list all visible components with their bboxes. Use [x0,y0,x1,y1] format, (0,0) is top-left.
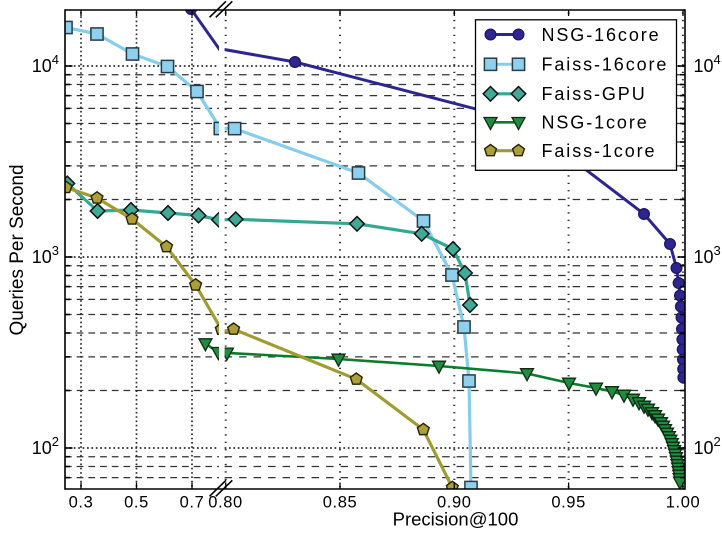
svg-text:NSG-1core: NSG-1core [542,113,649,133]
svg-text:Precision@100: Precision@100 [393,509,519,530]
svg-text:0.80: 0.80 [208,494,243,512]
svg-text:0.3: 0.3 [69,494,94,512]
svg-text:0.7: 0.7 [180,494,205,512]
svg-text:Queries Per Second: Queries Per Second [7,164,28,335]
svg-text:0.90: 0.90 [437,494,472,512]
svg-text:Faiss-1core: Faiss-1core [542,141,657,161]
svg-text:0.85: 0.85 [323,494,358,512]
svg-text:0.95: 0.95 [551,494,586,512]
svg-text:Faiss-GPU: Faiss-GPU [542,84,647,104]
svg-text:0.5: 0.5 [124,494,149,512]
svg-text:Faiss-16core: Faiss-16core [542,55,669,75]
svg-text:NSG-16core: NSG-16core [542,25,661,45]
svg-text:1.00: 1.00 [666,494,701,512]
